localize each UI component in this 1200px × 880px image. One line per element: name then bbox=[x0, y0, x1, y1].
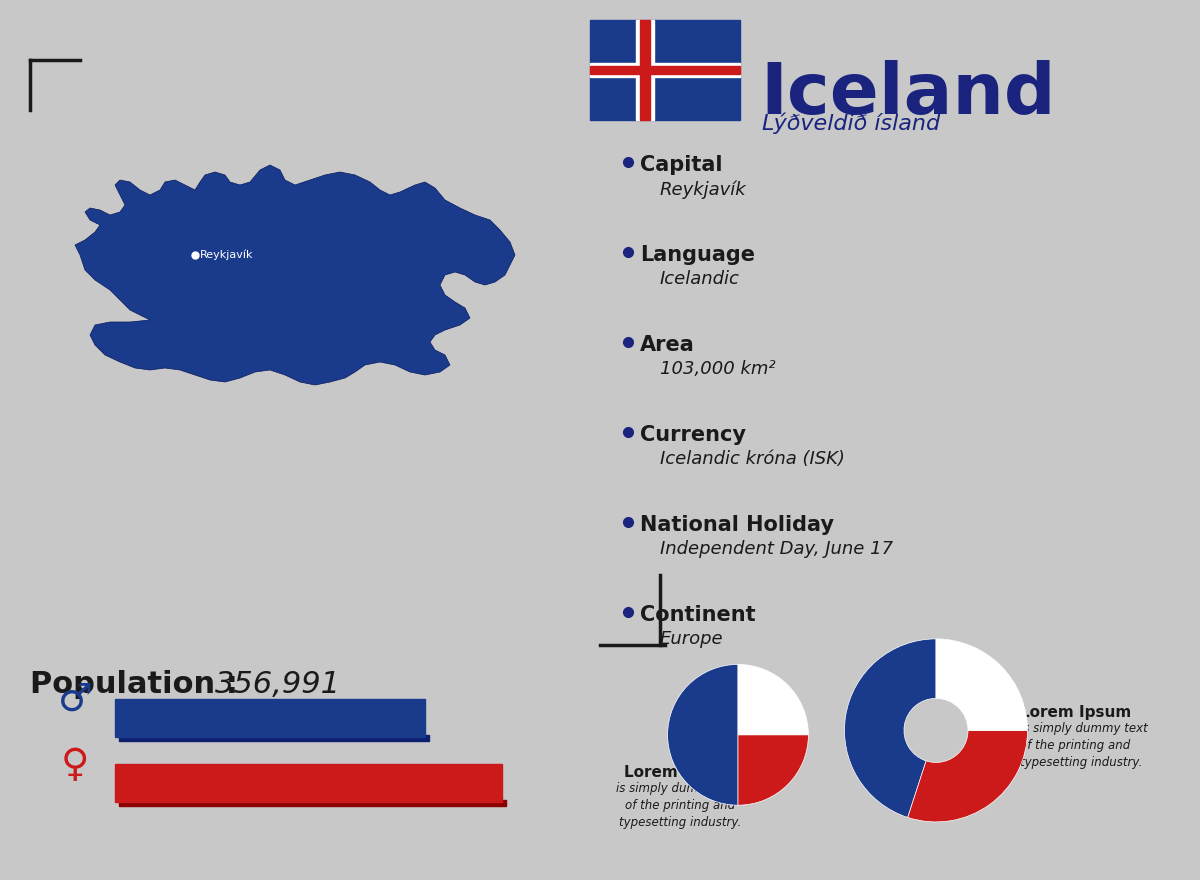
Wedge shape bbox=[667, 664, 738, 805]
Text: National Holiday: National Holiday bbox=[640, 515, 834, 535]
Polygon shape bbox=[74, 165, 515, 385]
Text: Iceland: Iceland bbox=[760, 60, 1056, 129]
Wedge shape bbox=[907, 730, 1027, 822]
Bar bbox=[115, 764, 502, 802]
Bar bbox=[590, 20, 740, 120]
Text: Language: Language bbox=[640, 245, 755, 265]
Text: Area: Area bbox=[640, 335, 695, 355]
Text: Lorem Ipsum: Lorem Ipsum bbox=[624, 765, 736, 780]
Text: 356,991: 356,991 bbox=[215, 670, 341, 699]
Text: Lýðveldið ísland: Lýðveldið ísland bbox=[762, 112, 940, 134]
Text: ♀: ♀ bbox=[61, 746, 89, 784]
Wedge shape bbox=[738, 735, 809, 805]
Bar bbox=[590, 63, 740, 77]
Text: is simply dummy text
of the printing and
typesetting industry.: is simply dummy text of the printing and… bbox=[1020, 722, 1147, 769]
Text: Continent: Continent bbox=[640, 605, 756, 625]
Text: Lorem Ipsum: Lorem Ipsum bbox=[1020, 705, 1132, 720]
Text: Icelandic: Icelandic bbox=[660, 270, 740, 288]
Text: Icelandic króna (ISK): Icelandic króna (ISK) bbox=[660, 450, 845, 468]
Bar bbox=[640, 20, 650, 120]
Bar bbox=[119, 735, 428, 741]
Bar bbox=[115, 699, 425, 737]
Bar bbox=[636, 20, 654, 120]
Text: Europe: Europe bbox=[660, 630, 724, 648]
Text: Population :: Population : bbox=[30, 670, 248, 699]
Text: Independent Day, June 17: Independent Day, June 17 bbox=[660, 540, 893, 558]
Wedge shape bbox=[845, 639, 936, 818]
Wedge shape bbox=[936, 639, 1027, 730]
Wedge shape bbox=[738, 664, 809, 735]
Bar bbox=[590, 66, 740, 74]
Text: ♂: ♂ bbox=[58, 681, 92, 719]
Text: Currency: Currency bbox=[640, 425, 746, 445]
Text: Reykjavík: Reykjavík bbox=[660, 180, 746, 199]
Text: 103,000 km²: 103,000 km² bbox=[660, 360, 775, 378]
Bar bbox=[119, 800, 506, 806]
Text: is simply dummy text
of the printing and
typesetting industry.: is simply dummy text of the printing and… bbox=[616, 782, 744, 829]
Text: Capital: Capital bbox=[640, 155, 722, 175]
Text: Reykjavík: Reykjavík bbox=[200, 250, 253, 260]
